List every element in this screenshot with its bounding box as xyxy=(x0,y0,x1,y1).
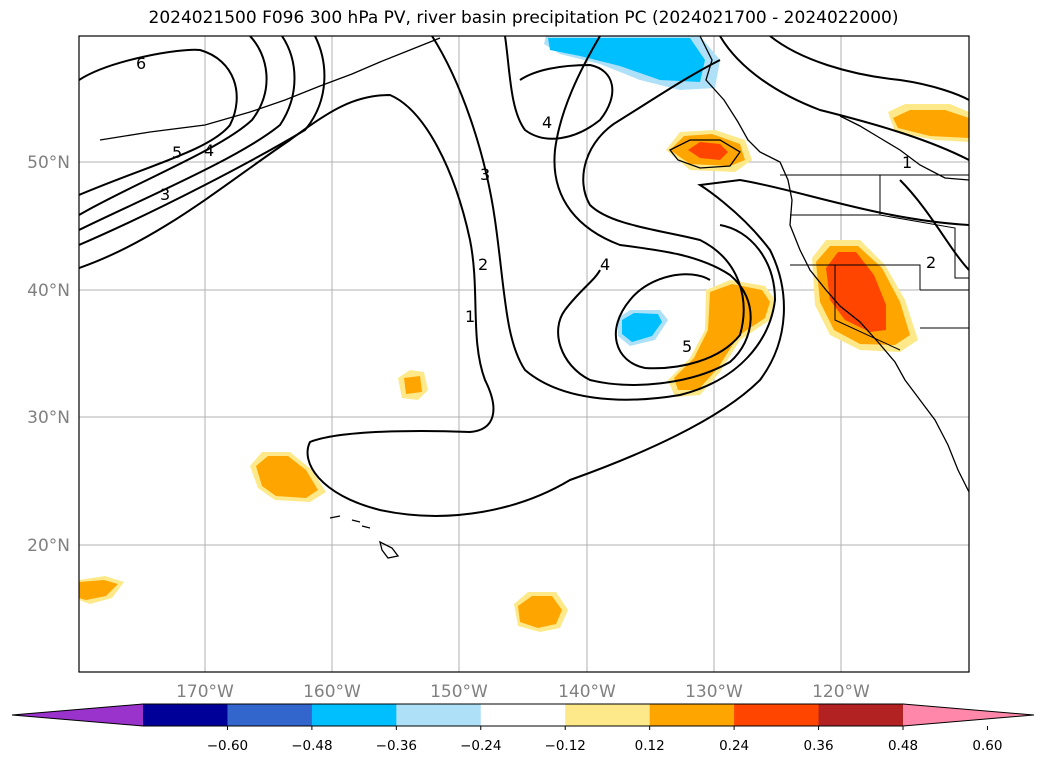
pv-contour-4 xyxy=(79,36,296,231)
colorbar-segment xyxy=(649,704,735,726)
coastlines xyxy=(99,36,969,559)
precip-positive xyxy=(79,580,118,600)
lat-label: 30°N xyxy=(27,408,70,428)
aleutian-alaska-coast xyxy=(99,37,441,141)
pv-contour-1b xyxy=(719,36,969,161)
pv-contours xyxy=(79,36,969,517)
state-borders xyxy=(790,175,969,351)
precip-positive xyxy=(256,456,318,498)
precip-positive xyxy=(518,596,562,628)
vancouver-island xyxy=(668,139,741,169)
colorbar-extend-low xyxy=(12,704,143,726)
precip-negative xyxy=(622,313,662,342)
canada-land-edge xyxy=(839,115,969,181)
colorbar-segment xyxy=(480,704,566,726)
lon-label: 140°W xyxy=(558,682,616,702)
colorbar-segment xyxy=(227,704,313,726)
map-frame xyxy=(78,35,970,673)
colorbar-tick-label: −0.36 xyxy=(376,738,417,754)
contour-label: 4 xyxy=(542,113,552,132)
contour-label: 4 xyxy=(204,141,214,160)
lon-label: 170°W xyxy=(176,682,234,702)
colorbar-tick-label: 0.60 xyxy=(972,738,1002,754)
colorbar-segment xyxy=(734,704,820,726)
colorbar-tick-label: 0.48 xyxy=(888,738,918,754)
precip-positive-strong xyxy=(826,252,886,332)
pv-contour-6 xyxy=(79,48,238,196)
pv-contour-2c xyxy=(899,179,969,271)
hawaii-island xyxy=(379,540,400,559)
lon-label: 160°W xyxy=(303,682,361,702)
colorbar-segment xyxy=(396,704,482,726)
contour-label: 5 xyxy=(682,337,692,356)
longitude-labels: 170°W 160°W 150°W 140°W 130°W 120°W xyxy=(176,682,870,702)
contour-labels: 6 5 4 3 4 3 2 1 4 5 1 2 xyxy=(136,54,936,356)
pv-contour-3 xyxy=(79,36,326,246)
contour-label: 3 xyxy=(160,185,170,204)
colorbar-segment xyxy=(565,704,651,726)
lon-label: 130°W xyxy=(685,682,743,702)
colorbar-tick-label: 0.36 xyxy=(804,738,834,754)
contour-label: 6 xyxy=(136,54,146,73)
colorbar-segment xyxy=(818,704,904,726)
colorbar-tick-label: −0.24 xyxy=(460,738,501,754)
contour-label: 2 xyxy=(926,253,936,272)
latitude-labels: 50°N 40°N 30°N 20°N xyxy=(27,153,70,556)
west-coast xyxy=(699,36,969,493)
pv-contour-4b xyxy=(582,59,745,370)
map-title: 2024021500 F096 300 hPa PV, river basin … xyxy=(148,8,899,28)
colorbar-tick-label: −0.12 xyxy=(545,738,586,754)
lat-label: 50°N xyxy=(27,153,70,173)
precip-shading xyxy=(79,36,969,632)
pv-contour-3b xyxy=(553,36,752,386)
contour-label: 1 xyxy=(465,307,475,326)
colorbar-tick-label: −0.48 xyxy=(291,738,332,754)
contour-label: 1 xyxy=(902,153,912,172)
pv-contour-4c xyxy=(504,36,614,140)
colorbar-extend-high xyxy=(903,704,1034,726)
lat-label: 40°N xyxy=(27,281,70,301)
pv-contour-2 xyxy=(431,36,777,401)
contour-label: 3 xyxy=(480,165,490,184)
colorbar-outline xyxy=(11,703,1035,727)
precip-positive xyxy=(404,376,422,394)
map-background xyxy=(79,36,969,672)
colorbar-tick-label: 0.12 xyxy=(635,738,665,754)
colorbar-tick-label: 0.24 xyxy=(719,738,749,754)
lon-label: 150°W xyxy=(430,682,488,702)
contour-label: 2 xyxy=(478,255,488,274)
borders xyxy=(780,174,969,351)
pv-contour-1 xyxy=(79,93,969,517)
lat-label: 20°N xyxy=(27,536,70,556)
pv-contour-2b xyxy=(769,36,969,101)
lon-label: 120°W xyxy=(812,682,870,702)
precip-positive xyxy=(674,284,770,390)
map-content: 6 5 4 3 4 3 2 1 4 5 1 2 xyxy=(79,36,969,672)
contour-label: 5 xyxy=(172,143,182,162)
precip-negative xyxy=(548,38,705,82)
colorbar: −0.60 −0.48 −0.36 −0.24 −0.12 0.12 0.24 0.36 0.4… xyxy=(11,703,1035,754)
colorbar-segment xyxy=(311,704,397,726)
contour-label: 4 xyxy=(600,255,610,274)
precip-positive-strong xyxy=(688,142,728,160)
hawaii-islands xyxy=(329,515,371,529)
precip-positive xyxy=(893,110,969,138)
colorbar-segment xyxy=(143,704,228,726)
pv-contour-5 xyxy=(79,36,268,216)
colorbar-tick-label: −0.60 xyxy=(207,738,248,754)
